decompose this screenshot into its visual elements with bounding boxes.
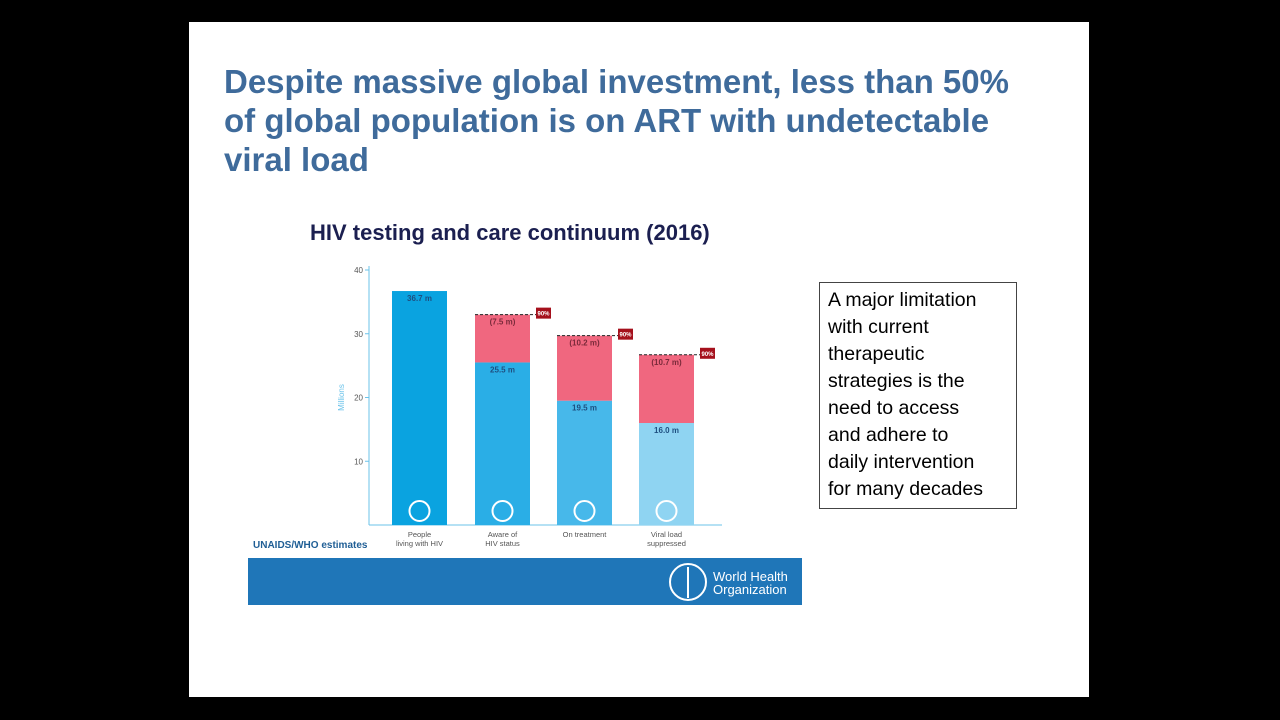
value-label: (7.5 m) [490,318,516,327]
source: UNAIDS/WHO estimates [253,540,368,551]
y-tick-label: 30 [354,330,363,339]
category-icon [491,500,514,522]
value-label: (10.2 m) [569,339,600,348]
target-badge [700,347,715,359]
org-name: World Health Organization [713,569,788,597]
target-label: 90% [619,333,632,339]
note-text: A major limitation with current therapeu… [828,289,984,500]
category-icon [655,500,678,522]
y-axis-label: Millions [337,384,346,411]
target-badge [536,307,551,319]
bar-segment [639,423,694,525]
bar-segment [557,400,612,525]
value-label: 36.7 m [407,294,432,303]
value-label: 16.0 m [654,426,679,435]
target-label: 90% [537,312,550,318]
bar-segment [475,362,530,525]
y-tick-label: 20 [354,394,363,403]
target-label: 90% [701,352,714,358]
chart-title: HIV testing and care continuum (2016) [310,220,710,245]
category-icon [408,500,431,522]
value-label: 19.5 m [572,404,597,413]
value-label: (10.7 m) [651,358,682,367]
who-banner [248,558,802,605]
value-label: 25.5 m [490,365,515,374]
category-icon [573,500,596,522]
target-badge [618,328,633,340]
bar-segment [475,314,530,363]
x-tick-label: Aware of HIV status [485,530,520,548]
note-box [819,282,1017,509]
x-tick-label: On treatment [562,530,607,539]
y-tick-label: 10 [354,457,363,466]
bar-segment [557,335,612,401]
who-logo [669,563,707,601]
y-tick-label: 40 [354,266,363,275]
bar-segment [639,354,694,423]
slide-title: Despite massive global investment, less … [224,63,1009,178]
x-tick-label: Viral load suppressed [647,530,686,548]
x-tick-label: People living with HIV [395,530,444,548]
bar-segment [392,291,447,525]
